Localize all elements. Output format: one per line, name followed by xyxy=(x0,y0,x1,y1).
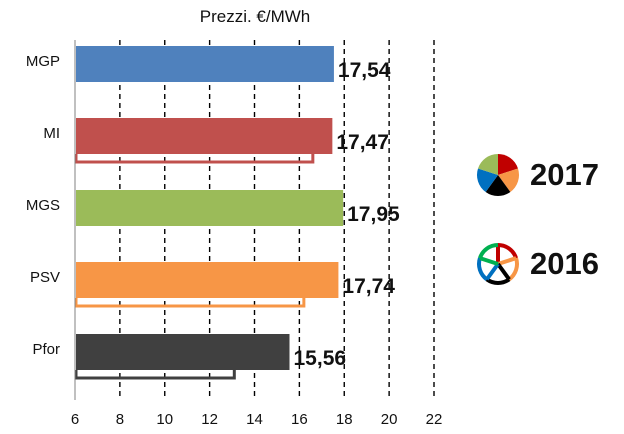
legend-item-2016: 2016 xyxy=(474,240,599,288)
pie-spoke xyxy=(497,256,517,266)
category-label: Pfor xyxy=(32,341,60,358)
legend-label-2016: 2016 xyxy=(530,246,599,281)
bar-2017 xyxy=(76,262,339,298)
x-tick-label: 6 xyxy=(71,411,79,428)
pie-slice xyxy=(498,154,518,175)
category-label: MI xyxy=(43,125,60,142)
chart-title: Prezzi. €/MWh xyxy=(200,7,311,26)
category-label: PSV xyxy=(30,269,60,286)
outline-pie-icon xyxy=(477,243,519,285)
bar-chart: Prezzi. €/MWh 17,5417,4717,9517,7415,56 … xyxy=(26,7,443,428)
bar-2016-outline xyxy=(74,369,236,380)
bar-2017 xyxy=(76,118,333,154)
data-label: 17,95 xyxy=(347,203,400,226)
x-tick-label: 16 xyxy=(291,411,308,428)
pie-arc xyxy=(485,277,511,285)
x-tick-label: 10 xyxy=(156,411,173,428)
bar-2016-outline xyxy=(74,297,306,308)
pie-spoke xyxy=(485,262,500,281)
pie-arc xyxy=(478,243,499,259)
pie-spoke xyxy=(479,256,499,266)
data-label: 15,56 xyxy=(294,347,347,370)
x-tick-label: 22 xyxy=(426,411,443,428)
bar-2017 xyxy=(76,46,334,82)
filled-pie-icon xyxy=(477,154,519,196)
x-tick-label: 18 xyxy=(336,411,353,428)
x-tick-label: 14 xyxy=(246,411,263,428)
data-label: 17,54 xyxy=(338,59,391,82)
pie-arc xyxy=(497,243,518,259)
pie-slice xyxy=(477,168,498,192)
legend-item-2017: 2017 xyxy=(474,151,599,199)
bar-2016-outline xyxy=(74,153,315,164)
bar-2017 xyxy=(76,334,290,370)
x-tick-label: 12 xyxy=(201,411,218,428)
x-tick-label: 8 xyxy=(116,411,124,428)
data-label: 17,74 xyxy=(342,275,395,298)
category-label: MGP xyxy=(26,53,60,70)
category-label: MGS xyxy=(26,197,60,214)
pie-spoke xyxy=(496,262,511,281)
x-tick-label: 20 xyxy=(381,411,398,428)
legend-label-2017: 2017 xyxy=(530,157,599,192)
pie-slice xyxy=(478,154,498,175)
bar-2017 xyxy=(76,190,344,226)
pie-slice xyxy=(498,168,519,192)
pie-slice xyxy=(485,175,511,196)
data-label: 17,47 xyxy=(336,131,389,154)
